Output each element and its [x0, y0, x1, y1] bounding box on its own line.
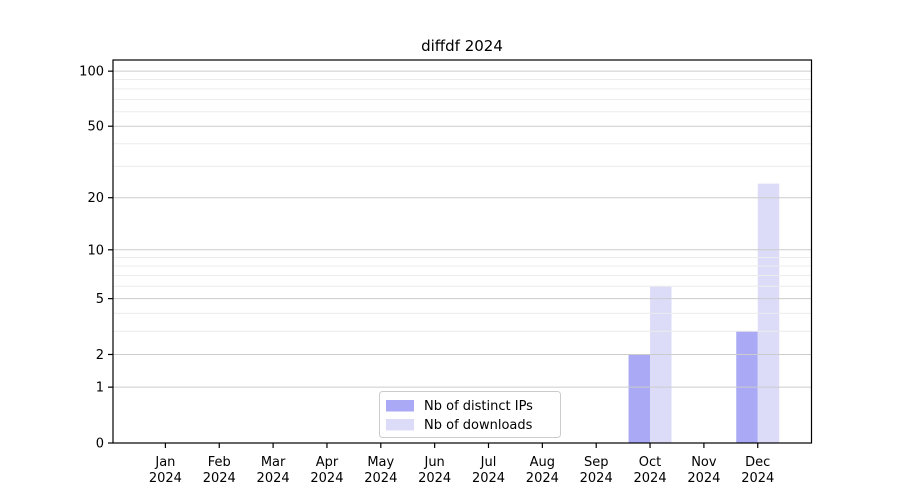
x-tick-label-year: 2024: [472, 471, 505, 486]
x-tick-label-month: Mar: [261, 455, 286, 470]
x-tick-label-year: 2024: [310, 471, 343, 486]
x-tick-label-year: 2024: [418, 471, 451, 486]
x-tick-label-month: Feb: [208, 455, 231, 470]
x-tick-label-year: 2024: [687, 471, 720, 486]
x-tick-label-year: 2024: [364, 471, 397, 486]
y-tick-label: 100: [79, 65, 104, 80]
x-tick-label-month: Apr: [316, 455, 339, 470]
legend-swatch: [386, 419, 414, 431]
x-tick-label-year: 2024: [526, 471, 559, 486]
chart-title: diffdf 2024: [421, 37, 503, 55]
y-tick-label: 2: [96, 348, 104, 363]
x-tick-label-month: Aug: [530, 455, 555, 470]
y-tick-label: 1: [96, 381, 104, 396]
bar-oct-series1: [650, 286, 672, 443]
legend-swatch: [386, 400, 414, 412]
x-tick-label-month: Jan: [154, 455, 175, 470]
legend-label: Nb of downloads: [424, 418, 533, 433]
x-tick-label-year: 2024: [149, 471, 182, 486]
x-tick-label-month: Jun: [423, 455, 444, 470]
y-tick-label: 10: [87, 243, 104, 258]
x-tick-label-year: 2024: [203, 471, 236, 486]
x-tick-label-month: Nov: [691, 455, 717, 470]
x-tick-label-month: Jul: [480, 455, 497, 470]
plot-frame: [112, 59, 813, 444]
x-tick-label-year: 2024: [741, 471, 774, 486]
x-tick-label-year: 2024: [257, 471, 290, 486]
x-tick-label-month: Oct: [639, 455, 661, 470]
y-tick-label: 0: [96, 437, 104, 452]
x-tick-label-year: 2024: [634, 471, 667, 486]
y-tick-label: 20: [87, 191, 104, 206]
x-tick-label-month: May: [367, 455, 394, 470]
legend-box: [379, 391, 561, 438]
bar-oct-series0: [628, 354, 651, 443]
x-tick-label-month: Dec: [745, 455, 770, 470]
legend-label: Nb of distinct IPs: [424, 399, 533, 414]
y-tick-label: 5: [96, 292, 104, 307]
y-tick-label: 50: [87, 120, 104, 135]
x-tick-label-year: 2024: [580, 471, 613, 486]
x-tick-label-month: Sep: [584, 455, 609, 470]
